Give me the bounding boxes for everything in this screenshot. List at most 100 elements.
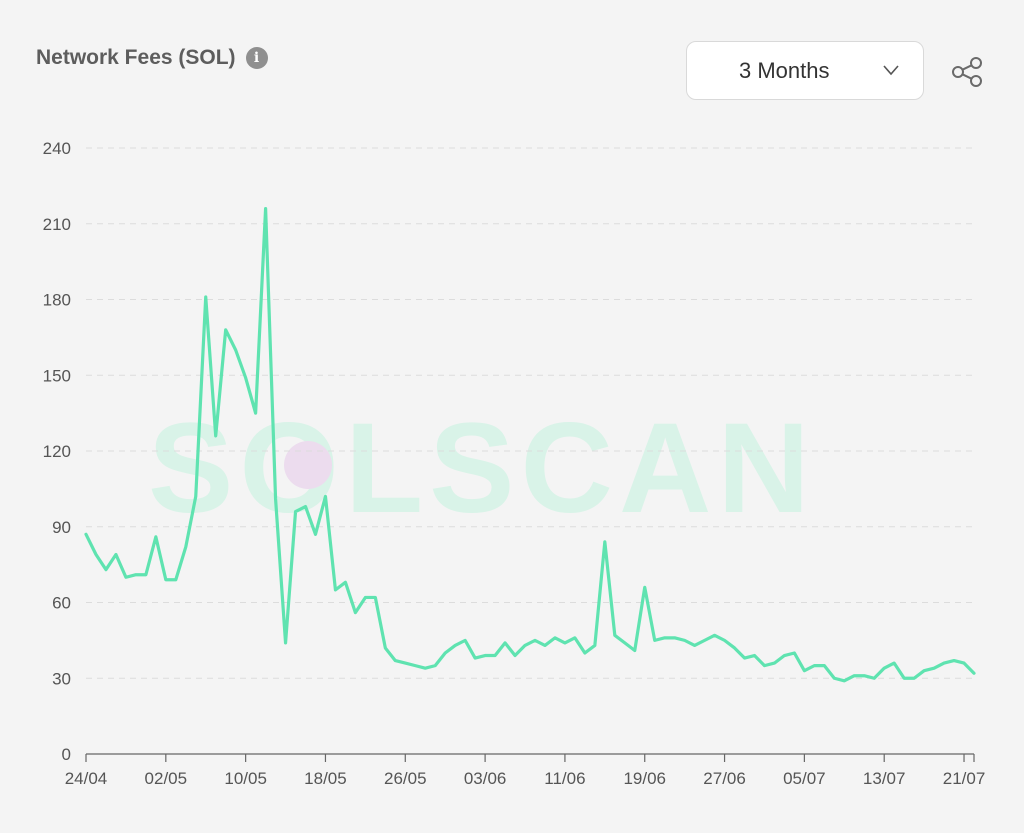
data-point[interactable] <box>223 327 229 333</box>
data-point[interactable] <box>402 660 408 666</box>
data-point[interactable] <box>771 660 777 666</box>
data-point[interactable] <box>941 660 947 666</box>
data-point[interactable] <box>921 668 927 674</box>
data-point[interactable] <box>931 665 937 671</box>
data-point[interactable] <box>971 670 977 676</box>
data-point[interactable] <box>263 206 269 212</box>
data-point[interactable] <box>253 410 259 416</box>
data-point[interactable] <box>592 642 598 648</box>
data-point[interactable] <box>901 675 907 681</box>
data-point[interactable] <box>532 637 538 643</box>
data-point[interactable] <box>781 653 787 659</box>
data-point[interactable] <box>612 632 618 638</box>
x-tick-label: 18/05 <box>304 769 347 788</box>
data-point[interactable] <box>841 678 847 684</box>
data-point[interactable] <box>392 658 398 664</box>
data-point[interactable] <box>382 645 388 651</box>
data-point[interactable] <box>332 587 338 593</box>
data-point[interactable] <box>492 653 498 659</box>
share-icon[interactable] <box>950 55 984 89</box>
data-point[interactable] <box>113 552 119 558</box>
data-point[interactable] <box>83 531 89 537</box>
data-point[interactable] <box>342 579 348 585</box>
data-point[interactable] <box>283 640 289 646</box>
data-point[interactable] <box>512 653 518 659</box>
data-point[interactable] <box>572 635 578 641</box>
data-point[interactable] <box>103 567 109 573</box>
data-point[interactable] <box>881 665 887 671</box>
data-point[interactable] <box>233 347 239 353</box>
data-point[interactable] <box>831 675 837 681</box>
data-point[interactable] <box>163 577 169 583</box>
data-point[interactable] <box>732 645 738 651</box>
data-point[interactable] <box>811 663 817 669</box>
data-point[interactable] <box>552 635 558 641</box>
data-point[interactable] <box>143 572 149 578</box>
data-point[interactable] <box>153 534 159 540</box>
data-point[interactable] <box>702 637 708 643</box>
data-point[interactable] <box>93 552 99 558</box>
data-point[interactable] <box>482 653 488 659</box>
data-point[interactable] <box>662 635 668 641</box>
data-point[interactable] <box>422 665 428 671</box>
data-point[interactable] <box>312 531 318 537</box>
data-point[interactable] <box>722 637 728 643</box>
data-point[interactable] <box>123 574 129 580</box>
data-point[interactable] <box>303 504 309 510</box>
data-point[interactable] <box>502 640 508 646</box>
data-point[interactable] <box>911 675 917 681</box>
data-point[interactable] <box>871 675 877 681</box>
data-point[interactable] <box>183 544 189 550</box>
data-point[interactable] <box>751 653 757 659</box>
data-point[interactable] <box>672 635 678 641</box>
data-point[interactable] <box>801 668 807 674</box>
y-tick-label: 210 <box>43 215 71 234</box>
data-point[interactable] <box>692 642 698 648</box>
data-point[interactable] <box>632 647 638 653</box>
data-point[interactable] <box>642 584 648 590</box>
data-point[interactable] <box>243 375 249 381</box>
data-point[interactable] <box>602 539 608 545</box>
data-point[interactable] <box>193 493 199 499</box>
info-icon[interactable]: i <box>245 47 268 69</box>
x-tick-label: 10/05 <box>224 769 267 788</box>
data-point[interactable] <box>452 642 458 648</box>
data-point[interactable] <box>861 673 867 679</box>
data-point[interactable] <box>522 642 528 648</box>
data-point[interactable] <box>582 650 588 656</box>
series-line-network-fees[interactable] <box>84 207 976 683</box>
data-point[interactable] <box>462 637 468 643</box>
data-point[interactable] <box>293 509 299 515</box>
data-point[interactable] <box>791 650 797 656</box>
data-point[interactable] <box>761 663 767 669</box>
data-point[interactable] <box>213 433 219 439</box>
data-point[interactable] <box>432 663 438 669</box>
data-point[interactable] <box>352 610 358 616</box>
data-point[interactable] <box>851 673 857 679</box>
data-point[interactable] <box>133 572 139 578</box>
data-point[interactable] <box>622 640 628 646</box>
chart-title: Network Fees (SOL) <box>36 46 236 69</box>
x-tick-label: 27/06 <box>703 769 746 788</box>
data-point[interactable] <box>951 658 957 664</box>
data-point[interactable] <box>372 594 378 600</box>
data-point[interactable] <box>203 294 209 300</box>
data-point[interactable] <box>322 493 328 499</box>
data-point[interactable] <box>961 660 967 666</box>
data-point[interactable] <box>542 642 548 648</box>
data-point[interactable] <box>682 637 688 643</box>
data-point[interactable] <box>562 640 568 646</box>
data-point[interactable] <box>412 663 418 669</box>
data-point[interactable] <box>742 655 748 661</box>
data-point[interactable] <box>712 632 718 638</box>
data-point[interactable] <box>472 655 478 661</box>
data-point[interactable] <box>891 660 897 666</box>
data-point[interactable] <box>173 577 179 583</box>
data-point[interactable] <box>652 637 658 643</box>
data-point[interactable] <box>273 496 279 502</box>
data-point[interactable] <box>442 650 448 656</box>
data-point[interactable] <box>362 594 368 600</box>
data-point[interactable] <box>821 663 827 669</box>
time-range-dropdown[interactable]: 3 Months <box>686 41 924 100</box>
